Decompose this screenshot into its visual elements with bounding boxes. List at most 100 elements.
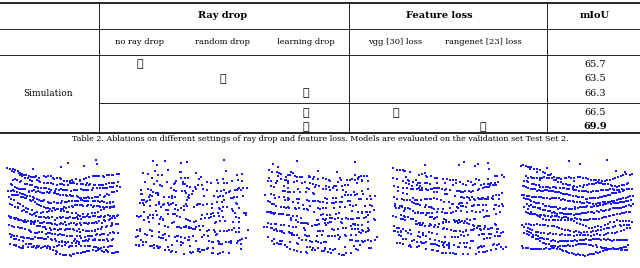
Point xyxy=(541,241,552,246)
Point xyxy=(156,205,166,209)
Point xyxy=(5,242,15,246)
Point xyxy=(566,216,576,221)
Point xyxy=(598,248,608,253)
Point xyxy=(493,193,504,198)
Point xyxy=(206,215,216,219)
Point xyxy=(340,193,350,198)
Point xyxy=(56,207,67,211)
Point xyxy=(432,249,442,254)
Point xyxy=(550,210,561,215)
Point xyxy=(176,161,186,165)
Point xyxy=(466,228,476,232)
Point xyxy=(436,198,446,202)
Point xyxy=(95,238,105,243)
Point xyxy=(577,205,588,210)
Point xyxy=(365,203,375,207)
Point xyxy=(76,187,86,192)
Point xyxy=(539,175,549,180)
Point xyxy=(316,240,326,245)
Point xyxy=(321,184,331,188)
Point xyxy=(461,183,471,187)
Point xyxy=(601,202,611,206)
Point xyxy=(539,230,549,235)
Point xyxy=(493,180,503,184)
Point xyxy=(241,236,251,241)
Point xyxy=(154,202,164,206)
Point xyxy=(273,195,284,199)
Point xyxy=(148,159,158,163)
Point xyxy=(198,224,208,228)
Point xyxy=(529,195,539,199)
Point xyxy=(616,224,626,228)
Point xyxy=(484,166,495,171)
Point xyxy=(61,226,71,231)
Point xyxy=(519,179,529,183)
Point xyxy=(45,247,55,251)
Point xyxy=(92,221,102,225)
Point xyxy=(65,244,75,248)
Point xyxy=(98,174,108,178)
Point xyxy=(522,226,532,230)
Point xyxy=(29,200,40,204)
Point xyxy=(316,213,326,218)
Point xyxy=(147,216,157,221)
Point xyxy=(357,239,367,243)
Point xyxy=(598,202,609,207)
Point xyxy=(232,202,242,206)
Point xyxy=(58,253,68,257)
Point xyxy=(221,240,232,244)
Point xyxy=(83,222,93,226)
Point xyxy=(36,214,46,219)
Point xyxy=(299,207,309,211)
Point xyxy=(54,240,64,244)
Point xyxy=(433,186,443,190)
Point xyxy=(215,207,225,211)
Point xyxy=(532,206,543,210)
Point xyxy=(527,195,537,199)
Point xyxy=(284,213,294,218)
Point xyxy=(159,202,170,206)
Point xyxy=(584,182,594,187)
Point xyxy=(214,214,224,218)
Point xyxy=(618,238,628,243)
Point xyxy=(408,196,418,200)
Point xyxy=(552,190,563,194)
Point xyxy=(438,217,449,221)
Point xyxy=(221,191,231,195)
Point xyxy=(109,203,119,208)
Point xyxy=(370,218,380,222)
Point xyxy=(267,239,277,243)
Point xyxy=(484,181,494,186)
Point xyxy=(415,235,426,239)
Point xyxy=(454,180,465,184)
Point xyxy=(495,234,505,238)
Point xyxy=(67,204,77,209)
Point xyxy=(550,214,560,218)
Point xyxy=(106,224,116,228)
Point xyxy=(209,240,219,244)
Point xyxy=(61,216,72,221)
Point xyxy=(161,208,171,212)
Point xyxy=(359,216,369,221)
Point xyxy=(390,228,400,233)
Point xyxy=(621,223,632,227)
Point xyxy=(570,179,580,183)
Point xyxy=(626,203,636,208)
Point xyxy=(283,181,293,185)
Point xyxy=(540,188,550,192)
Point xyxy=(79,196,90,200)
Point xyxy=(102,233,113,237)
Point xyxy=(474,203,484,207)
Point xyxy=(108,185,118,189)
Point xyxy=(408,187,419,192)
Point xyxy=(83,244,93,248)
Point xyxy=(475,210,485,214)
Point xyxy=(50,218,60,222)
Point xyxy=(468,189,478,193)
Point xyxy=(626,198,636,203)
Point xyxy=(539,247,549,251)
Point xyxy=(241,186,252,190)
Point xyxy=(108,173,118,177)
Point xyxy=(20,176,30,180)
Point xyxy=(328,201,339,205)
